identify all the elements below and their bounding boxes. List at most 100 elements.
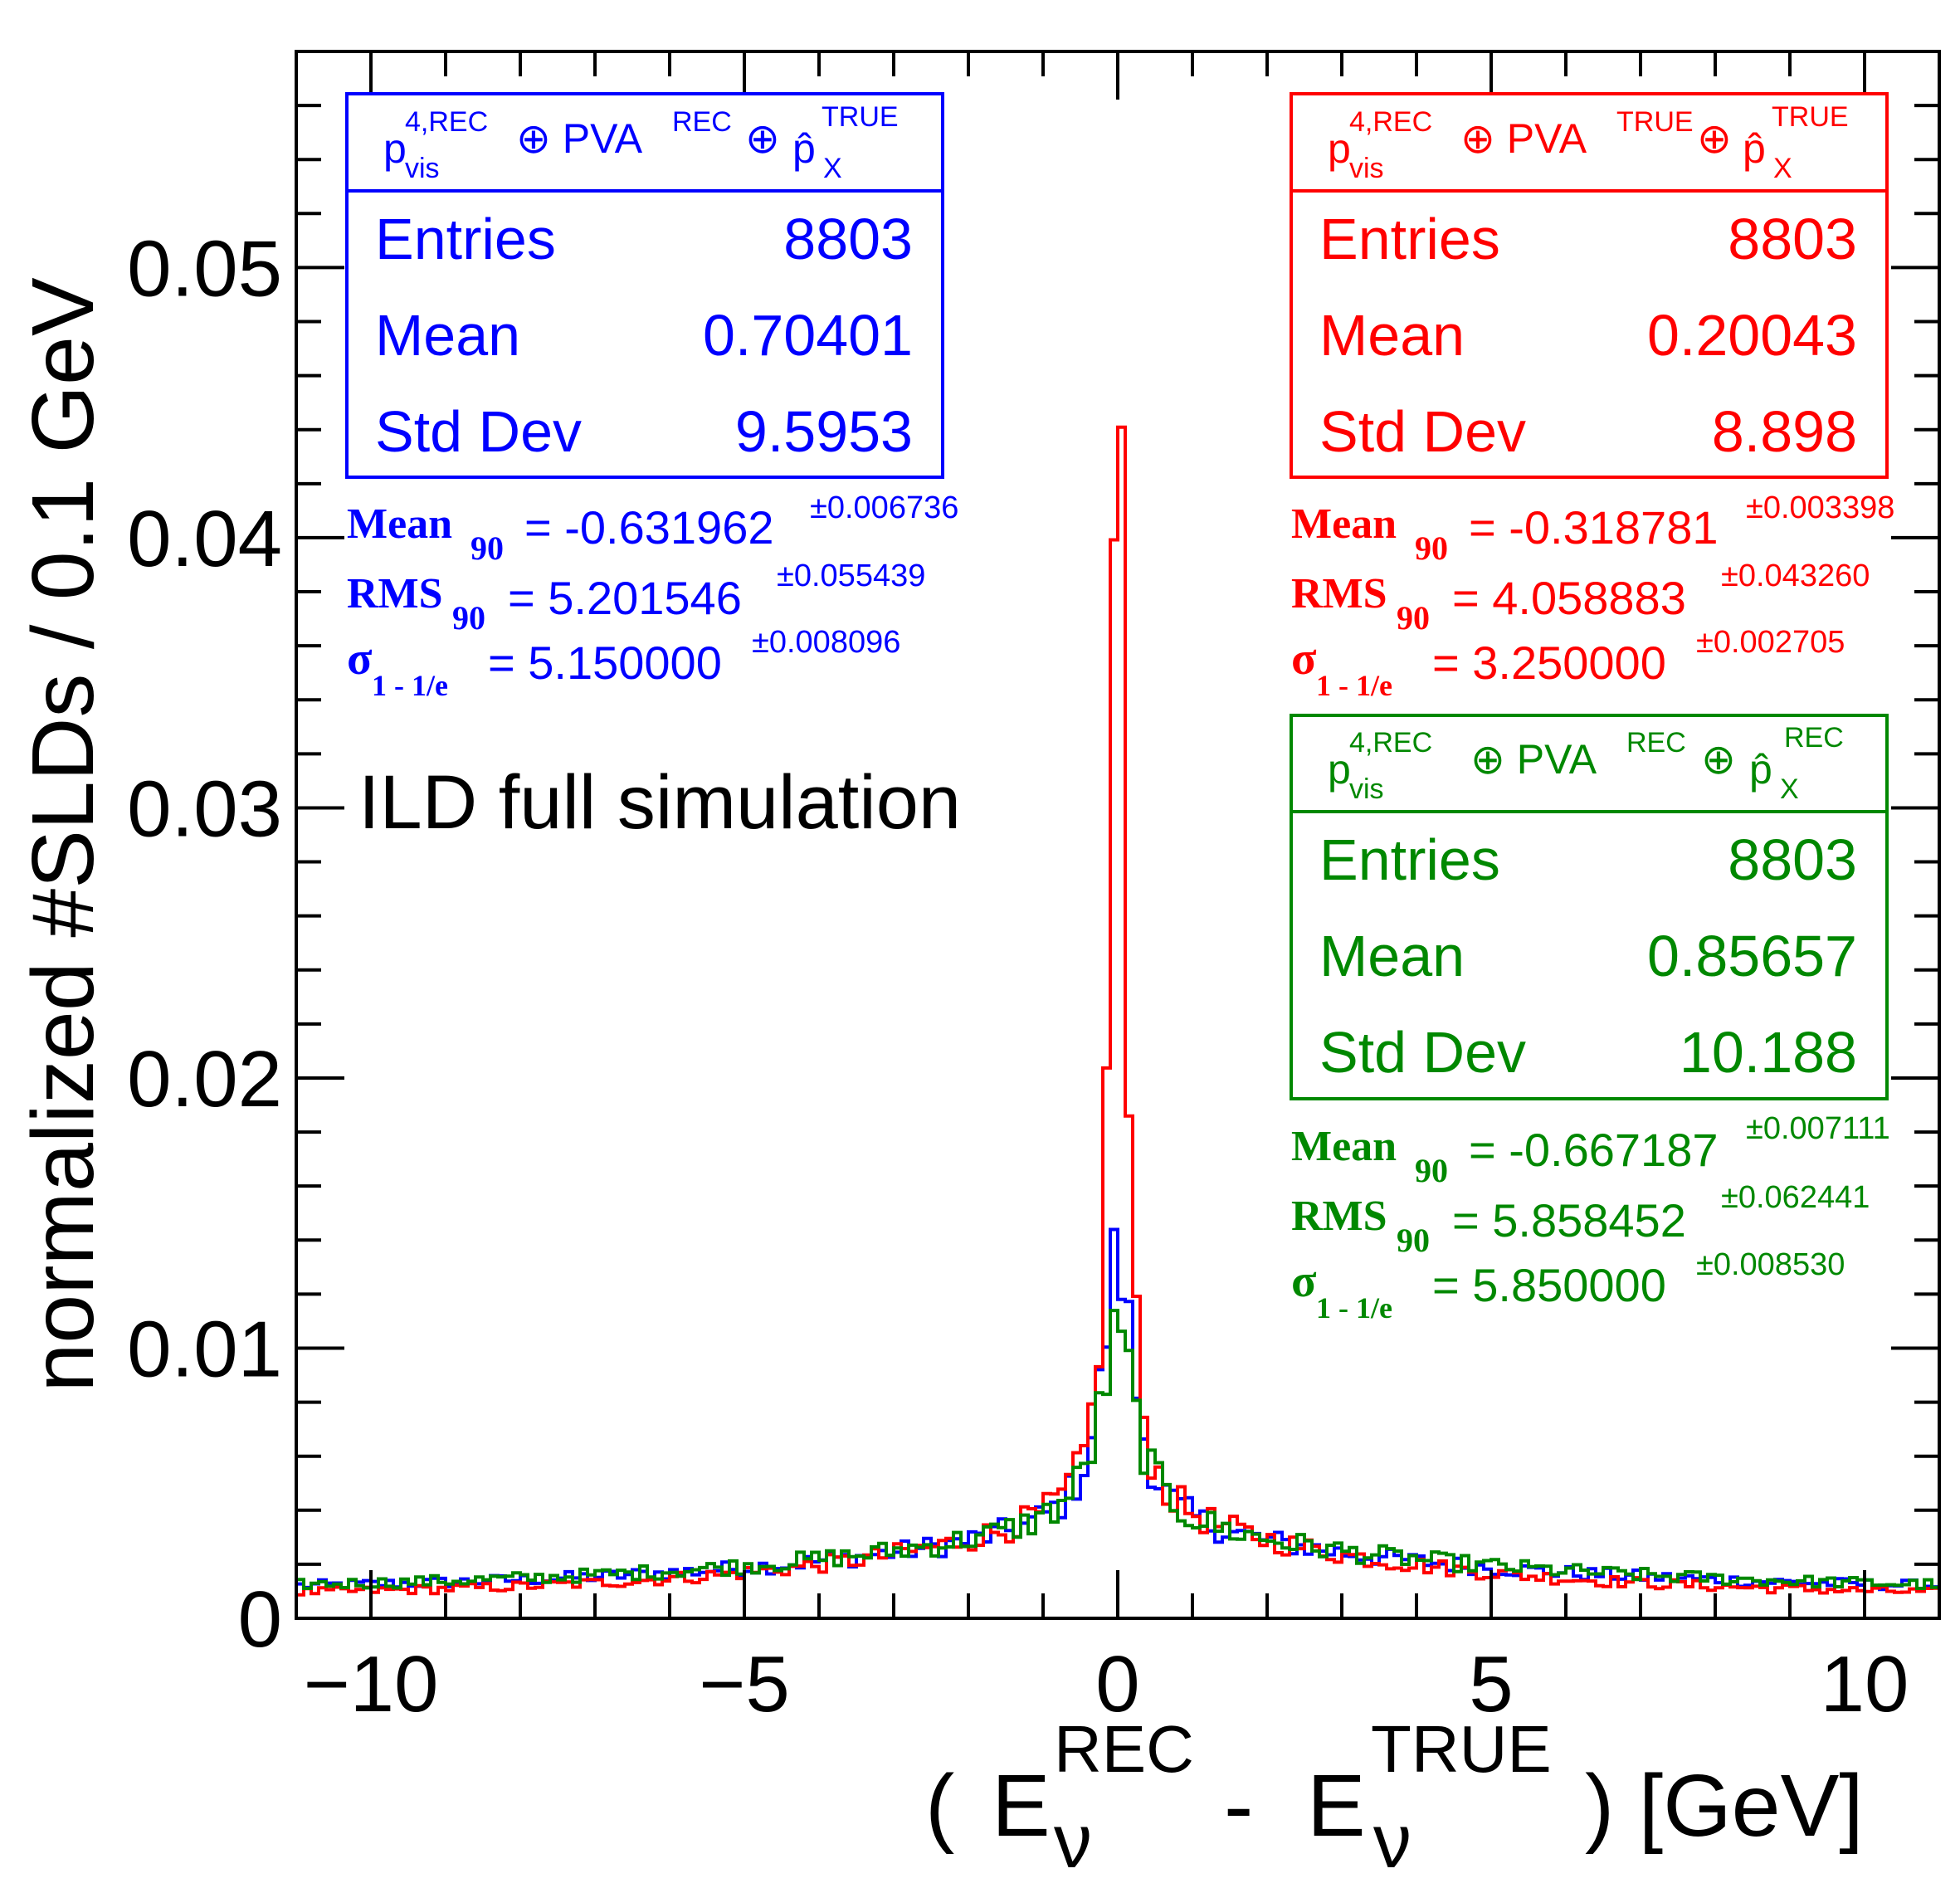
series-layer (296, 425, 1939, 1597)
svg-text:±0.006736: ±0.006736 (810, 490, 958, 525)
x-label-e2: E (1307, 1757, 1366, 1855)
svg-text:⊕ PVA: ⊕ PVA (1470, 736, 1597, 783)
svg-text:4,REC: 4,REC (1349, 727, 1432, 759)
histogram-blue (296, 1227, 1939, 1593)
x-tick-label: −10 (304, 1640, 439, 1729)
annotation-ild: ILD full simulation (358, 760, 961, 845)
svg-text:p̂: p̂ (1749, 746, 1772, 793)
svg-text:= 5.150000: = 5.150000 (488, 637, 722, 689)
y-tick-label: 0.04 (127, 495, 282, 583)
y-tick-label: 0.05 (127, 224, 282, 313)
svg-text:±0.008530: ±0.008530 (1696, 1247, 1845, 1282)
svg-text:±0.002705: ±0.002705 (1696, 625, 1845, 660)
x-tick-label: 10 (1821, 1640, 1909, 1729)
svg-text:= 5.850000: = 5.850000 (1432, 1259, 1666, 1311)
extra-stats-blue: Mean 90 = -0.631962 ±0.006736 RMS 90 = 5… (347, 490, 958, 702)
y-tick-label: 0.01 (127, 1305, 282, 1393)
y-tick-label: 0 (238, 1575, 282, 1664)
x-tick-label: 0 (1095, 1640, 1139, 1729)
x-label-open: ( (925, 1757, 954, 1855)
svg-text:90: 90 (452, 599, 485, 637)
x-tick-label: −5 (699, 1640, 789, 1729)
svg-text:⊕: ⊕ (1701, 736, 1736, 783)
svg-text:⊕: ⊕ (1697, 115, 1732, 162)
svg-text:= 5.858452: = 5.858452 (1452, 1194, 1686, 1246)
stat-entries-value: 8803 (783, 207, 913, 271)
svg-text:⊕ PVA: ⊕ PVA (516, 115, 643, 162)
svg-text:Mean: Mean (1319, 924, 1465, 988)
x-axis-label: ( E ν REC - E ν TRUE ) [GeV] (925, 1712, 1864, 1884)
svg-text:1 - 1/e: 1 - 1/e (372, 669, 448, 702)
svg-text:90: 90 (1397, 1222, 1430, 1259)
stat-mean-value: 0.70401 (703, 303, 913, 368)
svg-text:TRUE: TRUE (1616, 106, 1694, 138)
svg-text:8803: 8803 (1728, 827, 1857, 892)
svg-text:90: 90 (1415, 1152, 1448, 1189)
svg-text:4,REC: 4,REC (405, 106, 488, 138)
tick-layer: −10 −5 0 5 10 0 0.01 0.02 0.03 0.04 0.05 (127, 50, 1941, 1729)
svg-text:90: 90 (1397, 599, 1430, 637)
svg-text:= 5.201546: = 5.201546 (508, 572, 742, 624)
svg-text:0.85657: 0.85657 (1647, 924, 1857, 988)
svg-text:8.898: 8.898 (1712, 399, 1857, 464)
svg-text:vis: vis (1349, 773, 1384, 805)
legend-title-blue: p 4,REC vis ⊕ PVA REC ⊕ p̂ TRUE X (383, 101, 899, 184)
svg-text:REC: REC (1784, 722, 1844, 754)
svg-text:Mean: Mean (1291, 1123, 1397, 1170)
svg-text:4,REC: 4,REC (1349, 106, 1432, 138)
svg-text:⊕: ⊕ (745, 115, 780, 162)
svg-text:1 - 1/e: 1 - 1/e (1316, 669, 1392, 702)
svg-text:= -0.631962: = -0.631962 (524, 501, 773, 554)
y-tick-label: 0.02 (127, 1035, 282, 1124)
svg-text:REC: REC (672, 106, 732, 138)
svg-text:σ: σ (347, 633, 373, 685)
svg-text:REC: REC (1626, 727, 1686, 759)
stat-std-label: Std Dev (375, 399, 582, 464)
x-label-e1: E (992, 1757, 1051, 1855)
svg-text:Mean: Mean (1319, 303, 1465, 368)
svg-text:p: p (1328, 746, 1351, 793)
svg-text:90: 90 (1415, 529, 1448, 567)
svg-text:( E: ( E (925, 1757, 1051, 1855)
svg-text:X: X (1773, 153, 1792, 184)
svg-text:vis: vis (1349, 153, 1384, 184)
svg-text:Mean: Mean (1291, 500, 1397, 548)
svg-text:p: p (1328, 125, 1351, 172)
svg-text:RMS: RMS (347, 570, 443, 617)
stat-entries-label: Entries (375, 207, 556, 271)
x-label-minus: - (1224, 1757, 1253, 1855)
svg-text:σ: σ (1291, 1256, 1317, 1307)
extra-stats-red: Mean 90 = -0.318781 ±0.003398 RMS 90 = 4… (1291, 490, 1894, 702)
svg-text:0.20043: 0.20043 (1647, 303, 1857, 368)
x-label-sup2: TRUE (1371, 1712, 1552, 1786)
svg-text:p: p (383, 125, 407, 172)
svg-text:Std Dev: Std Dev (1319, 1020, 1526, 1085)
x-label-sub1: ν (1054, 1799, 1092, 1884)
svg-text:1 - 1/e: 1 - 1/e (1316, 1291, 1392, 1325)
svg-text:±0.043260: ±0.043260 (1721, 559, 1870, 593)
svg-text:p̂: p̂ (1743, 125, 1766, 172)
legend-title-red: p 4,REC vis ⊕ PVA TRUE ⊕ p̂ TRUE X (1328, 101, 1849, 184)
svg-text:p̂: p̂ (792, 125, 816, 172)
stats-box-green: p 4,REC vis ⊕ PVA REC ⊕ p̂ REC X Entries… (1290, 714, 1889, 1100)
svg-text:= 3.250000: = 3.250000 (1432, 637, 1666, 689)
svg-text:= -0.318781: = -0.318781 (1469, 501, 1718, 554)
histogram-green (296, 1309, 1939, 1590)
svg-text:RMS: RMS (1291, 1193, 1387, 1240)
stat-std-value: 9.5953 (735, 399, 913, 464)
svg-text:X: X (1780, 773, 1799, 805)
svg-text:±0.007111: ±0.007111 (1746, 1111, 1890, 1146)
svg-text:±0.003398: ±0.003398 (1746, 490, 1894, 525)
y-axis-label: normalized #SLDs / 0.1 GeV (14, 277, 112, 1393)
svg-text:RMS: RMS (1291, 570, 1387, 617)
stat-mean-label: Mean (375, 303, 520, 368)
svg-text:Mean: Mean (347, 500, 452, 548)
svg-text:TRUE: TRUE (822, 101, 899, 133)
svg-text:±0.055439: ±0.055439 (777, 559, 925, 593)
svg-text:= -0.667187: = -0.667187 (1469, 1124, 1718, 1176)
svg-text:90: 90 (470, 529, 504, 567)
svg-text:vis: vis (405, 153, 440, 184)
stats-box-red: p 4,REC vis ⊕ PVA TRUE ⊕ p̂ TRUE X Entri… (1290, 92, 1889, 479)
x-label-close: ) [GeV] (1585, 1757, 1864, 1855)
